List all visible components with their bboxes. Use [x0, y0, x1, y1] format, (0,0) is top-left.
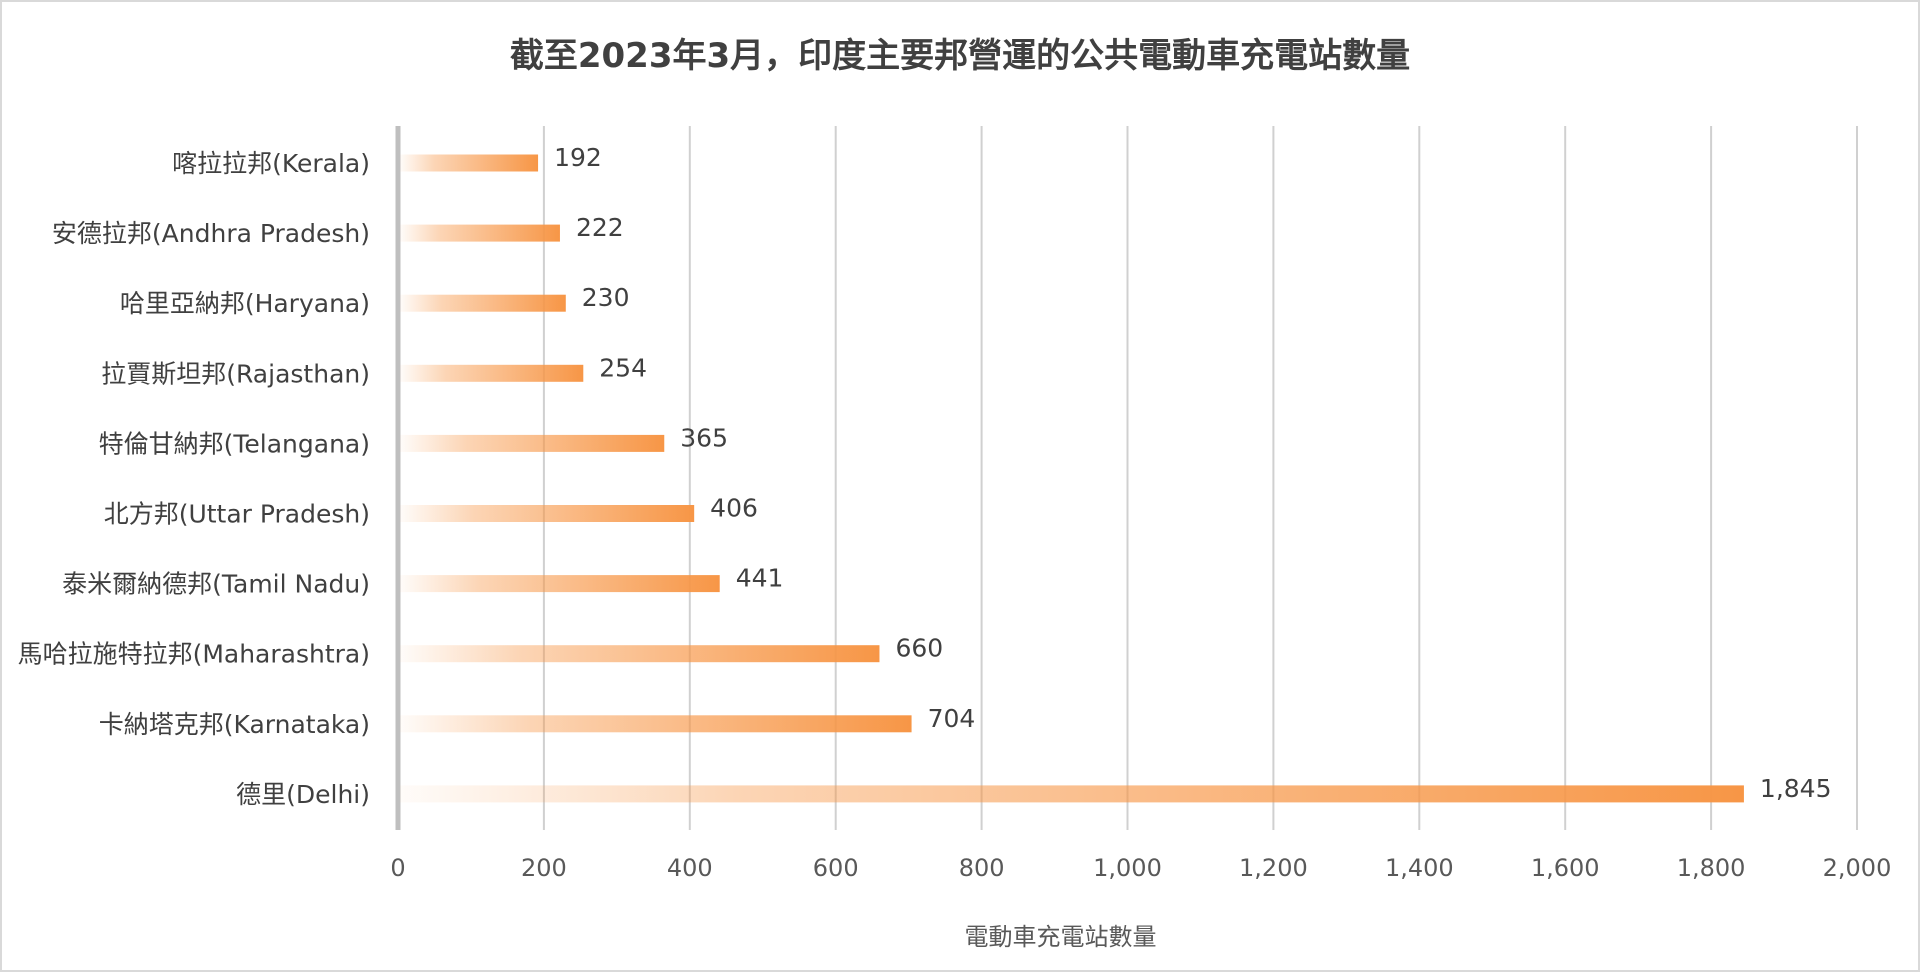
- bar: [400, 224, 560, 242]
- x-tick-label: 200: [521, 854, 567, 882]
- category-label: 北方邦(Uttar Pradesh): [104, 500, 370, 529]
- x-tick-label: 1,600: [1531, 854, 1600, 882]
- data-label: 704: [928, 704, 976, 733]
- x-tick-label: 800: [959, 854, 1005, 882]
- data-label: 254: [599, 353, 647, 382]
- bar: [400, 364, 584, 382]
- x-tick-label: 400: [667, 854, 713, 882]
- category-label: 喀拉拉邦(Kerala): [172, 149, 370, 178]
- category-label: 德里(Delhi): [236, 780, 370, 809]
- category-label: 安德拉邦(Andhra Pradesh): [52, 219, 370, 248]
- x-tick-label: 1,200: [1239, 854, 1308, 882]
- x-tick-label: 2,000: [1823, 854, 1892, 882]
- category-label: 馬哈拉施特拉邦(Maharashtra): [18, 640, 370, 669]
- bar: [400, 505, 695, 522]
- category-label: 哈里亞納邦(Haryana): [120, 289, 370, 318]
- chart-title: 截至2023年3月，印度主要邦營運的公共電動車充電站數量: [509, 36, 1411, 76]
- category-label: 卡納塔克邦(Karnataka): [99, 710, 370, 739]
- x-tick-label: 600: [813, 854, 859, 882]
- bar: [400, 434, 665, 452]
- category-label: 拉賈斯坦邦(Rajasthan): [101, 359, 370, 388]
- x-tick-label: 1,000: [1093, 854, 1162, 882]
- bar: [400, 294, 566, 312]
- data-label: 1,845: [1760, 774, 1832, 803]
- data-label: 230: [582, 283, 630, 312]
- x-tick-label: 1,800: [1677, 854, 1746, 882]
- data-label: 192: [554, 143, 602, 172]
- bar: [400, 154, 539, 172]
- data-label: 406: [710, 494, 758, 523]
- category-label: 特倫甘納邦(Telangana): [99, 429, 370, 458]
- bar: [400, 575, 720, 593]
- x-tick-label: 1,400: [1385, 854, 1454, 882]
- data-label: 222: [576, 213, 624, 242]
- bar: [400, 645, 880, 663]
- data-label: 660: [895, 634, 943, 663]
- bar: [400, 785, 1744, 803]
- data-label: 365: [680, 423, 728, 452]
- category-label: 泰米爾納德邦(Tamil Nadu): [62, 570, 370, 599]
- x-axis-title: 電動車充電站數量: [964, 923, 1157, 951]
- data-label: 441: [736, 564, 784, 593]
- bar: [400, 715, 912, 733]
- x-tick-label: 0: [390, 854, 405, 882]
